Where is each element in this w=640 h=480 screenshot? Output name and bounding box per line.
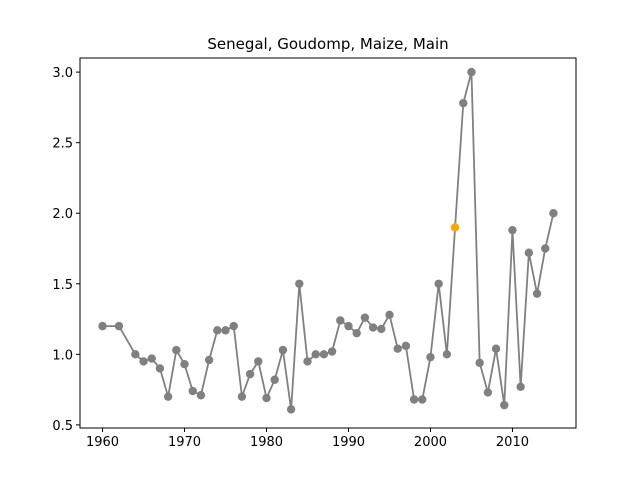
data-point [360, 313, 370, 322]
y-axis: 0.5 1.0 1.5 2.0 2.5 3.0 [52, 66, 80, 434]
data-point [532, 289, 542, 298]
data-point [401, 341, 411, 351]
chart-title: Senegal, Goudomp, Maize, Main [207, 35, 448, 53]
x-tick-label: 1970 [168, 435, 201, 450]
x-tick-label: 2010 [496, 435, 529, 450]
data-point [131, 350, 140, 359]
data-point [524, 248, 534, 257]
data-point [368, 323, 378, 332]
data-point [319, 350, 329, 359]
data-point [467, 67, 476, 77]
data-point [442, 350, 452, 359]
x-tick-label: 1990 [332, 435, 365, 450]
data-point [409, 395, 419, 404]
series-line [102, 71, 555, 411]
x-tick-label: 1960 [86, 435, 119, 450]
data-point [426, 352, 435, 362]
data-point [229, 321, 238, 331]
y-tick-label: 2.0 [52, 207, 73, 222]
data-point [163, 392, 173, 401]
x-tick-label: 2000 [414, 435, 447, 450]
data-point [344, 321, 353, 331]
data-point [278, 345, 288, 355]
data-point [516, 382, 525, 391]
data-point [385, 310, 394, 320]
data-point [483, 388, 493, 397]
data-point [475, 358, 484, 368]
data-point [139, 357, 148, 366]
data-point [418, 395, 427, 404]
data-point [114, 321, 124, 331]
y-tick-label: 1.5 [52, 278, 73, 293]
data-point [196, 391, 206, 400]
data-point [237, 392, 247, 401]
data-point [500, 400, 509, 410]
x-axis: 1960 1970 1980 1990 2000 2010 [86, 428, 529, 450]
data-point [98, 321, 107, 331]
data-point [262, 393, 271, 403]
data-point [295, 279, 304, 288]
plot-frame [79, 57, 577, 429]
data-points [98, 67, 558, 414]
data-point [213, 326, 222, 335]
data-point [541, 244, 550, 253]
data-point [459, 98, 468, 108]
data-point [311, 350, 320, 359]
data-point [188, 386, 197, 396]
data-point [491, 344, 501, 353]
data-point [172, 345, 181, 355]
data-point [221, 326, 230, 335]
data-point [180, 360, 189, 369]
data-point [204, 355, 214, 365]
data-point [393, 344, 402, 353]
data-point-highlight [450, 223, 460, 232]
y-tick-label: 3.0 [52, 66, 73, 81]
data-point [352, 328, 361, 338]
y-tick-label: 1.0 [52, 348, 73, 363]
y-tick-label: 0.5 [52, 419, 73, 434]
y-tick-label: 2.5 [52, 137, 73, 152]
data-point [245, 369, 255, 379]
data-point [147, 354, 156, 363]
data-point [155, 364, 165, 373]
data-point [327, 347, 337, 356]
data-point [270, 375, 279, 384]
data-point [286, 405, 296, 414]
x-tick-label: 1980 [250, 435, 283, 450]
data-point [549, 209, 558, 218]
data-point [336, 316, 345, 325]
data-point [254, 357, 263, 366]
data-point [434, 279, 443, 288]
data-point [508, 225, 517, 235]
data-point [377, 324, 386, 334]
data-point [303, 357, 312, 366]
